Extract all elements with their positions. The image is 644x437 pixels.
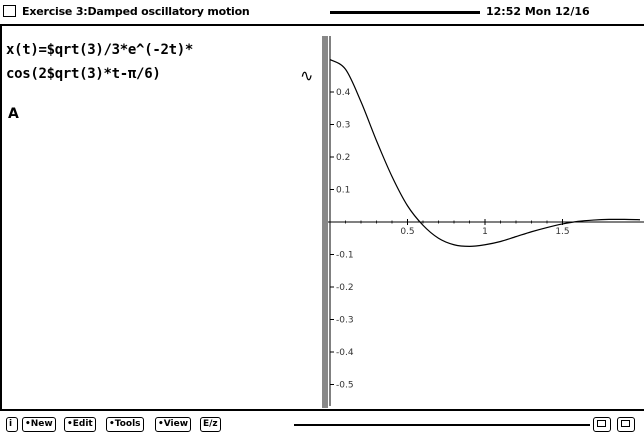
y-tick-label: -0.4 [336, 348, 354, 358]
x-tick-label: 1 [482, 227, 488, 237]
window-split-button[interactable] [617, 417, 635, 432]
y-tick-label: -0.1 [336, 251, 354, 261]
clock-display: 12:52 Mon 12/16 [486, 5, 590, 18]
y-tick-label: -0.3 [336, 316, 354, 326]
title-rule [330, 11, 480, 14]
graph-curve-group [329, 58, 641, 247]
graph-axes [328, 36, 644, 406]
x-tick-label: 0.5 [400, 227, 414, 237]
bottom-toolbar: i •New •Edit •Tools •View E/z [0, 414, 644, 436]
toolbar-rule [294, 424, 590, 426]
title-bar: Exercise 3:Damped oscillatory motion 12:… [0, 0, 644, 24]
frame-left-border [0, 24, 2, 410]
curve-icon: ∿ [300, 66, 314, 85]
y-tick-label: 0.4 [336, 88, 351, 98]
window-split-icon [621, 420, 630, 427]
window-button[interactable] [593, 417, 611, 432]
text-cursor-marker: A [8, 106, 19, 122]
window-icon [597, 420, 606, 427]
y-tick-label: -0.5 [336, 381, 354, 391]
graph-app-icon [3, 5, 16, 17]
new-button[interactable]: •New [22, 417, 56, 432]
frame-bottom-border [0, 409, 644, 411]
y-tick-label: 0.1 [336, 186, 350, 196]
formula-line-1[interactable]: x(t)=$qrt(3)/3*e^(-2t)* [6, 42, 193, 58]
pane-divider[interactable] [322, 36, 328, 408]
y-tick-label: 0.2 [336, 153, 350, 163]
view-button[interactable]: •View [155, 417, 192, 432]
tools-button[interactable]: •Tools [106, 417, 144, 432]
y-tick-label: -0.2 [336, 283, 354, 293]
graph-ticks: 0.5 1 1.5 0.4 0.3 0.2 0.1 -0.1 -0.2 -0.3 -0.4 -0.5 [330, 88, 570, 391]
formula-line-2[interactable]: cos(2$qrt(3)*t-π/6) [6, 66, 161, 82]
expression-button[interactable]: E/z [200, 417, 221, 432]
window-title: Exercise 3:Damped oscillatory motion [22, 5, 250, 18]
damped-oscillation-curve [329, 58, 641, 247]
frame-top-border [0, 24, 644, 26]
x-tick-label: 1.5 [555, 227, 569, 237]
info-button[interactable]: i [6, 417, 18, 432]
edit-button[interactable]: •Edit [64, 417, 96, 432]
y-tick-label: 0.3 [336, 121, 350, 131]
